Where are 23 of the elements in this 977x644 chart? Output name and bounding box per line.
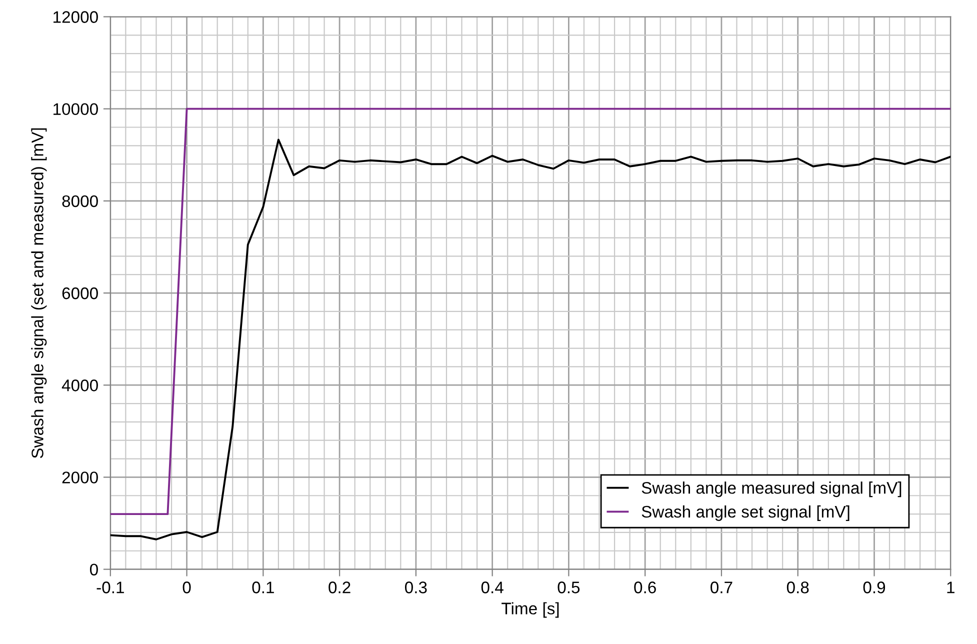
y-tick-label: 12000 — [54, 11, 98, 23]
x-tick-label: 0.3 — [405, 582, 427, 594]
legend-label: Swash angle measured signal [mV] — [642, 482, 902, 498]
x-tick-label: 0.5 — [558, 582, 580, 594]
y-tick-label: 8000 — [62, 195, 98, 208]
x-tick-label: 0.4 — [481, 582, 504, 594]
y-tick-label: 10000 — [54, 103, 98, 116]
x-tick-label: 0.1 — [252, 582, 274, 594]
x-tick-label: 0.7 — [710, 582, 732, 594]
x-tick-label: 1 — [947, 582, 954, 594]
x-tick-label: 0.6 — [634, 582, 656, 594]
y-tick-label: 2000 — [62, 472, 98, 484]
x-tick-label: 0.8 — [786, 582, 809, 594]
y-tick-label: 4000 — [62, 380, 98, 392]
y-axis-title: Swash angle signal (set and measured) [mV] — [31, 128, 47, 458]
x-tick-label: 0.2 — [328, 582, 350, 594]
x-tick-label: -0.1 — [96, 582, 124, 594]
y-tick-label: 0 — [90, 564, 98, 576]
x-tick-label: 0 — [182, 582, 191, 594]
x-axis-title: Time [s] — [502, 602, 559, 618]
legend-label: Swash angle set signal [mV] — [642, 505, 850, 521]
x-tick-label: 0.9 — [863, 582, 886, 594]
y-tick-label: 6000 — [62, 287, 98, 300]
